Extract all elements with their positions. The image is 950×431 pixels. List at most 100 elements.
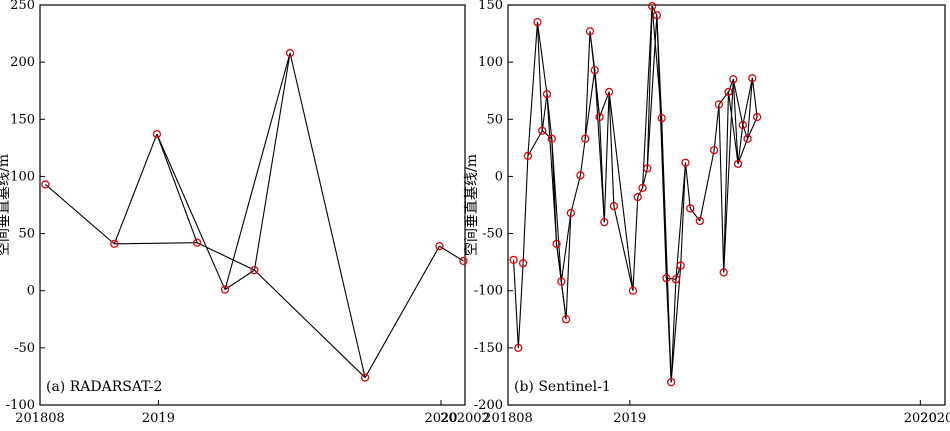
acquisition-point (652, 11, 662, 20)
baseline-edge (737, 124, 744, 164)
acquisition-point (360, 373, 370, 382)
baseline-edge (536, 22, 548, 95)
baseline-edge (527, 22, 539, 156)
acquisition-point (724, 87, 733, 97)
baseline-edge (224, 52, 291, 290)
baseline-edge (254, 269, 366, 378)
baseline-edge (680, 162, 687, 266)
baseline-edge (737, 138, 749, 165)
baseline-edge (364, 245, 440, 378)
baseline-edge (603, 91, 610, 223)
acquisition-point (590, 65, 599, 75)
acquisition-point (671, 275, 681, 284)
y-tick-label: 200 (10, 55, 35, 70)
x-tick-label: 2019 (142, 411, 175, 426)
acquisition-point (628, 286, 638, 295)
baseline-edge (565, 212, 572, 320)
baseline-edge (439, 245, 464, 262)
baseline-edge (670, 265, 682, 383)
x-tick-label: 2020 (904, 411, 937, 426)
panel-sentinel: -200 -150 -100 -50 0 50 100 150 201808 2019 202020… (463, 0, 950, 426)
baseline-edge (551, 138, 562, 282)
acquisition-point (662, 273, 671, 283)
baseline-edge (656, 15, 667, 279)
baseline-edge (727, 91, 739, 164)
baseline-edge (584, 31, 591, 139)
x-tick-label: 201808 (483, 411, 533, 426)
baseline-edge (651, 5, 658, 16)
plot-frame (507, 4, 946, 406)
baseline-edge (689, 208, 701, 222)
baseline-edge (114, 242, 198, 245)
baseline-edge (699, 150, 715, 222)
y-tick-label: 250 (10, 0, 35, 13)
acquisition-point (566, 208, 576, 218)
acquisition-point (686, 204, 695, 213)
x-tick-label: 2019 (613, 411, 646, 426)
y-tick-label: 100 (478, 55, 503, 70)
acquisition-point (523, 151, 533, 161)
acquisition-point (695, 216, 704, 226)
y-tick-label: 150 (478, 0, 503, 13)
baseline-edge (637, 187, 644, 198)
baseline-edge (517, 263, 524, 348)
acquisition-point (585, 27, 595, 36)
baseline-edge (522, 155, 529, 264)
acquisition-point (581, 134, 590, 143)
acquisition-point (552, 239, 561, 249)
baseline-edge (599, 91, 610, 118)
acquisition-point (250, 265, 259, 275)
baseline-edge (570, 175, 581, 214)
baseline-edge (594, 70, 605, 223)
acquisition-point (748, 73, 757, 83)
acquisition-point (676, 261, 685, 270)
y-tick-label: 100 (10, 169, 35, 184)
baseline-edge (718, 91, 729, 105)
acquisition-point (557, 277, 566, 286)
baseline-edge (747, 78, 753, 139)
acquisition-point (459, 256, 468, 266)
baseline-edge (536, 22, 543, 131)
y-tick-label: 0 (27, 284, 35, 299)
baseline-edge (646, 15, 658, 169)
acquisition-point (604, 87, 614, 97)
baseline-edge (156, 133, 226, 290)
y-tick-label: 150 (10, 112, 35, 127)
y-axis-label: 空间垂直基线/m (463, 154, 480, 256)
acquisition-point (752, 112, 762, 122)
baseline-edge (527, 130, 543, 157)
baseline-edge (156, 133, 198, 243)
acquisition-point (285, 48, 295, 58)
acquisition-point (714, 100, 724, 109)
plot-frame (39, 4, 466, 406)
baseline-edge (641, 6, 653, 188)
baseline-edge (45, 184, 115, 245)
acquisition-point (743, 134, 752, 143)
baseline-edge (675, 162, 687, 280)
baseline-edge (113, 133, 158, 245)
acquisition-point (542, 89, 552, 99)
y-tick-label: 0 (495, 169, 503, 184)
panel-annotation: (a) RADARSAT-2 (46, 379, 162, 395)
baseline-edge (666, 277, 677, 280)
y-tick-label: -50 (14, 341, 35, 356)
acquisition-point (538, 126, 547, 135)
baseline-edge (670, 279, 677, 383)
y-tick-label: 50 (486, 112, 503, 127)
acquisition-point (600, 217, 609, 227)
acquisition-point (41, 180, 50, 189)
y-tick-label: -100 (6, 398, 35, 413)
baseline-edge (661, 118, 672, 383)
acquisition-point (633, 192, 642, 202)
baseline-edge (546, 94, 558, 244)
baseline-edge (608, 91, 634, 291)
y-tick-label: -50 (482, 227, 503, 242)
baseline-edge (723, 91, 730, 273)
acquisition-point (595, 112, 604, 122)
acquisition-point (681, 158, 690, 167)
x-tick-label: 202002 (920, 411, 950, 426)
acquisition-point (733, 159, 743, 169)
baseline-edge (732, 79, 744, 126)
y-tick-label: 50 (18, 227, 35, 242)
